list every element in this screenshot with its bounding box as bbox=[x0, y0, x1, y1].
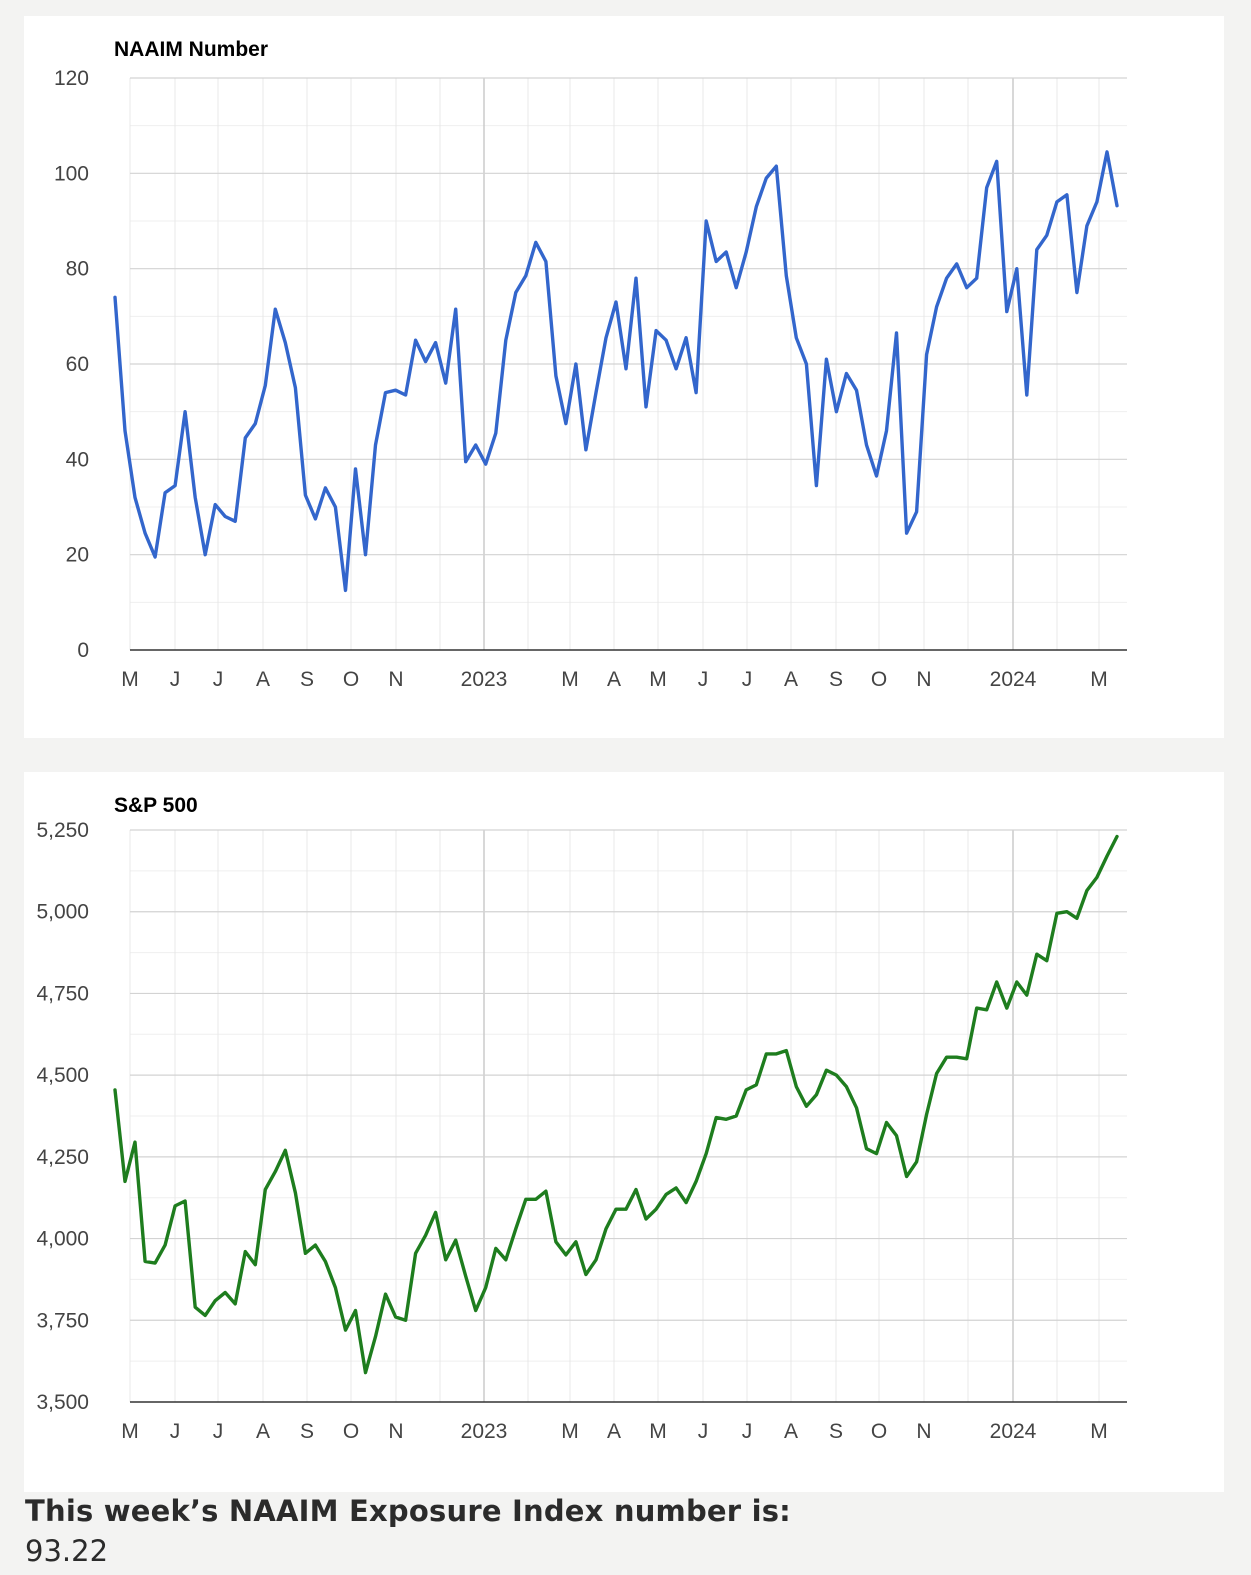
x-tick-label: O bbox=[871, 1420, 887, 1443]
exposure-index-heading: This week’s NAAIM Exposure Index number … bbox=[25, 1494, 791, 1528]
x-tick-label: A bbox=[607, 1420, 621, 1443]
x-tick-label: O bbox=[343, 668, 359, 691]
sp500-chart-panel: 3,500 3,750 4,000 4,250 4,500 4,750 5,000 5,250… bbox=[24, 772, 1224, 1492]
naaim-chart-panel: 0 20 40 60 80 100 120 M J J A S O N 2023 M A M J J A S O N 2024 M… bbox=[24, 16, 1224, 738]
y-tick-label: 20 bbox=[66, 544, 89, 567]
x-tick-label: J bbox=[170, 1420, 181, 1443]
sp500-chart: 3,500 3,750 4,000 4,250 4,500 4,750 5,000 5,250… bbox=[36, 794, 1127, 1443]
y-tick-label: 4,500 bbox=[36, 1064, 89, 1087]
y-tick-label: 4,750 bbox=[36, 982, 89, 1005]
x-tick-label: J bbox=[213, 1420, 224, 1443]
series-line bbox=[113, 834, 1119, 1375]
x-tick-label: M bbox=[561, 1420, 579, 1443]
x-tick-label: M bbox=[121, 668, 139, 691]
x-tick-label: M bbox=[649, 1420, 667, 1443]
y-tick-label: 40 bbox=[66, 448, 89, 471]
y-tick-label: 4,250 bbox=[36, 1146, 89, 1169]
x-tick-label: J bbox=[213, 668, 224, 691]
chart-title: NAAIM Number bbox=[114, 38, 268, 61]
x-tick-label: N bbox=[916, 1420, 931, 1443]
x-tick-label: O bbox=[343, 1420, 359, 1443]
x-tick-label: 2024 bbox=[990, 668, 1037, 691]
x-tick-label: M bbox=[121, 1420, 139, 1443]
x-tick-label: J bbox=[698, 668, 709, 691]
x-tick-label: A bbox=[256, 668, 270, 691]
x-tick-label: 2023 bbox=[461, 668, 508, 691]
series-line bbox=[113, 150, 1119, 593]
x-tick-label: M bbox=[561, 668, 579, 691]
y-tick-label: 3,500 bbox=[36, 1391, 89, 1414]
y-tick-label: 5,250 bbox=[36, 819, 89, 842]
x-tick-label: A bbox=[784, 668, 798, 691]
y-tick-label: 60 bbox=[66, 353, 89, 376]
chart-title: S&P 500 bbox=[114, 794, 198, 817]
x-tick-label: N bbox=[388, 668, 403, 691]
x-tick-label: J bbox=[698, 1420, 709, 1443]
x-tick-label: S bbox=[300, 1420, 314, 1443]
y-tick-label: 80 bbox=[66, 258, 89, 281]
x-tick-label: N bbox=[916, 668, 931, 691]
x-tick-label: M bbox=[1090, 668, 1108, 691]
x-tick-label: A bbox=[784, 1420, 798, 1443]
x-tick-label: A bbox=[607, 668, 621, 691]
y-tick-label: 3,750 bbox=[36, 1309, 89, 1332]
x-tick-label: S bbox=[829, 668, 843, 691]
x-tick-label: S bbox=[829, 1420, 843, 1443]
y-tick-label: 4,000 bbox=[36, 1228, 89, 1251]
x-tick-label: S bbox=[300, 668, 314, 691]
x-tick-label: A bbox=[256, 1420, 270, 1443]
x-tick-label: O bbox=[871, 668, 887, 691]
x-tick-label: J bbox=[742, 668, 753, 691]
naaim-chart: 0 20 40 60 80 100 120 M J J A S O N 2023 M A M J J A S O N 2024 M… bbox=[54, 38, 1127, 691]
y-tick-label: 5,000 bbox=[36, 901, 89, 924]
x-tick-label: J bbox=[742, 1420, 753, 1443]
x-tick-label: M bbox=[1090, 1420, 1108, 1443]
x-tick-label: 2023 bbox=[461, 1420, 508, 1443]
x-tick-label: N bbox=[388, 1420, 403, 1443]
exposure-index-value: 93.22 bbox=[25, 1534, 109, 1568]
x-tick-label: M bbox=[649, 668, 667, 691]
y-tick-label: 100 bbox=[54, 162, 89, 185]
y-tick-label: 120 bbox=[54, 67, 89, 90]
y-tick-label: 0 bbox=[77, 639, 89, 662]
x-tick-label: 2024 bbox=[990, 1420, 1037, 1443]
x-tick-label: J bbox=[170, 668, 181, 691]
